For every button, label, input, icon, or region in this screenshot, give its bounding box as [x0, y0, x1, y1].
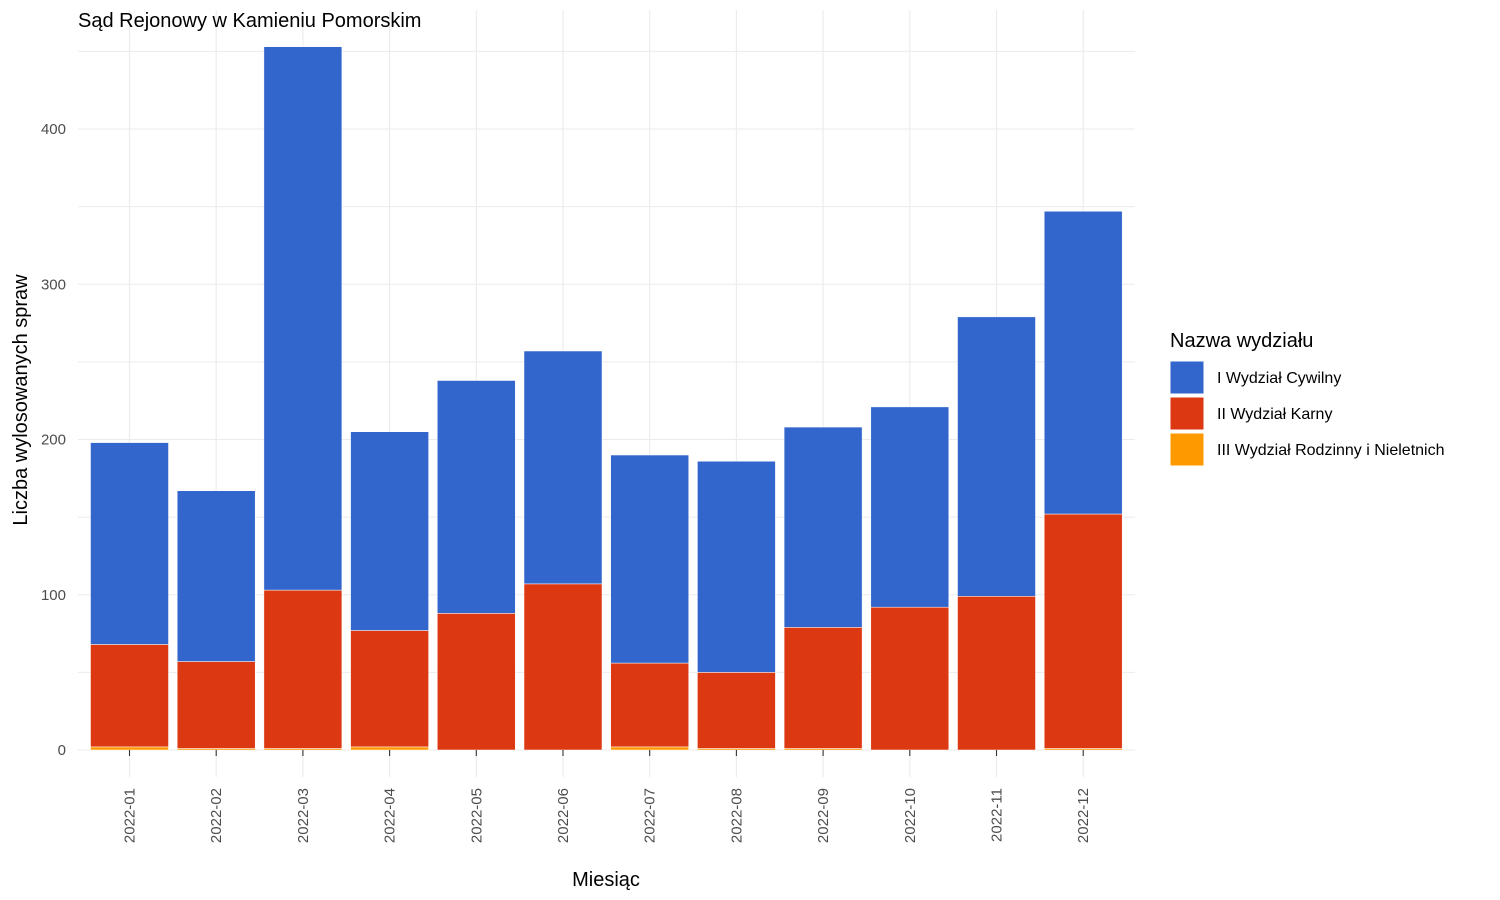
bar-segment — [957, 316, 1036, 597]
x-tick-label: 2022-11 — [989, 788, 1006, 842]
x-tick-label: 2022-05 — [468, 788, 485, 843]
y-tick-label: 400 — [41, 121, 66, 138]
bar-segment — [610, 746, 689, 751]
y-tick-label: 300 — [41, 276, 66, 293]
x-tick-label: 2022-08 — [728, 788, 745, 843]
bar-segment — [350, 431, 429, 631]
bar-segment — [1043, 211, 1123, 515]
x-axis-title: Miesiąc — [572, 869, 640, 891]
x-tick-label: 2022-03 — [295, 788, 312, 843]
bar-segment — [437, 380, 516, 614]
bar-segment — [176, 661, 256, 749]
bars — [90, 46, 1123, 751]
bar-segment — [783, 426, 863, 628]
bar-segment — [350, 630, 429, 748]
x-tick-label: 2022-04 — [382, 788, 399, 843]
bar-segment — [1043, 513, 1123, 749]
x-tick-label: 2022-12 — [1075, 788, 1092, 843]
chart-title: Sąd Rejonowy w Kamieniu Pomorskim — [78, 10, 421, 32]
bar-segment — [697, 672, 776, 749]
bar-segment — [697, 460, 776, 673]
bar-segment — [870, 606, 950, 751]
x-tick-label: 2022-02 — [208, 788, 225, 843]
x-tick-label: 2022-07 — [642, 788, 659, 843]
bar-segment — [523, 350, 603, 585]
legend-label: I Wydział Cywilny — [1217, 370, 1341, 387]
y-tick-label: 0 — [58, 742, 66, 759]
y-axis-title: Liczba wylosowanych spraw — [10, 274, 32, 526]
y-tick-label: 100 — [41, 587, 66, 604]
legend: Nazwa wydziału I Wydział Cywilny II Wydzi… — [1169, 330, 1445, 467]
legend-title: Nazwa wydziału — [1170, 330, 1313, 352]
x-tick-label: 2022-06 — [555, 788, 572, 843]
bar-segment — [90, 644, 169, 748]
bar-segment — [610, 662, 689, 748]
bar-segment — [610, 454, 689, 664]
bar-segment — [350, 746, 429, 751]
x-tick-label: 2022-01 — [122, 788, 139, 843]
legend-label: III Wydział Rodzinny i Nieletnich — [1217, 442, 1445, 459]
bar-segment — [176, 490, 256, 662]
legend-label: II Wydział Karny — [1217, 406, 1332, 423]
x-tick-label: 2022-10 — [902, 788, 919, 843]
bar-segment — [783, 627, 863, 749]
bar-segment — [90, 746, 169, 751]
bar-segment — [437, 613, 516, 751]
legend-swatch — [1169, 360, 1205, 395]
bar-segment — [263, 589, 343, 749]
bar-segment — [957, 596, 1036, 751]
x-tick-label: 2022-09 — [815, 788, 832, 843]
legend-swatch — [1169, 432, 1205, 467]
x-axis-ticks: 2022-01 2022-02 2022-03 2022-04 2022-05 2022-… — [122, 750, 1092, 843]
y-axis-ticks: 0 100 200 300 400 — [41, 121, 66, 759]
bar-segment — [90, 442, 169, 645]
bar-segment — [263, 46, 343, 591]
bar-segment — [870, 406, 950, 608]
y-tick-label: 200 — [41, 432, 66, 449]
legend-swatch — [1169, 396, 1205, 431]
bar-segment — [523, 583, 603, 751]
